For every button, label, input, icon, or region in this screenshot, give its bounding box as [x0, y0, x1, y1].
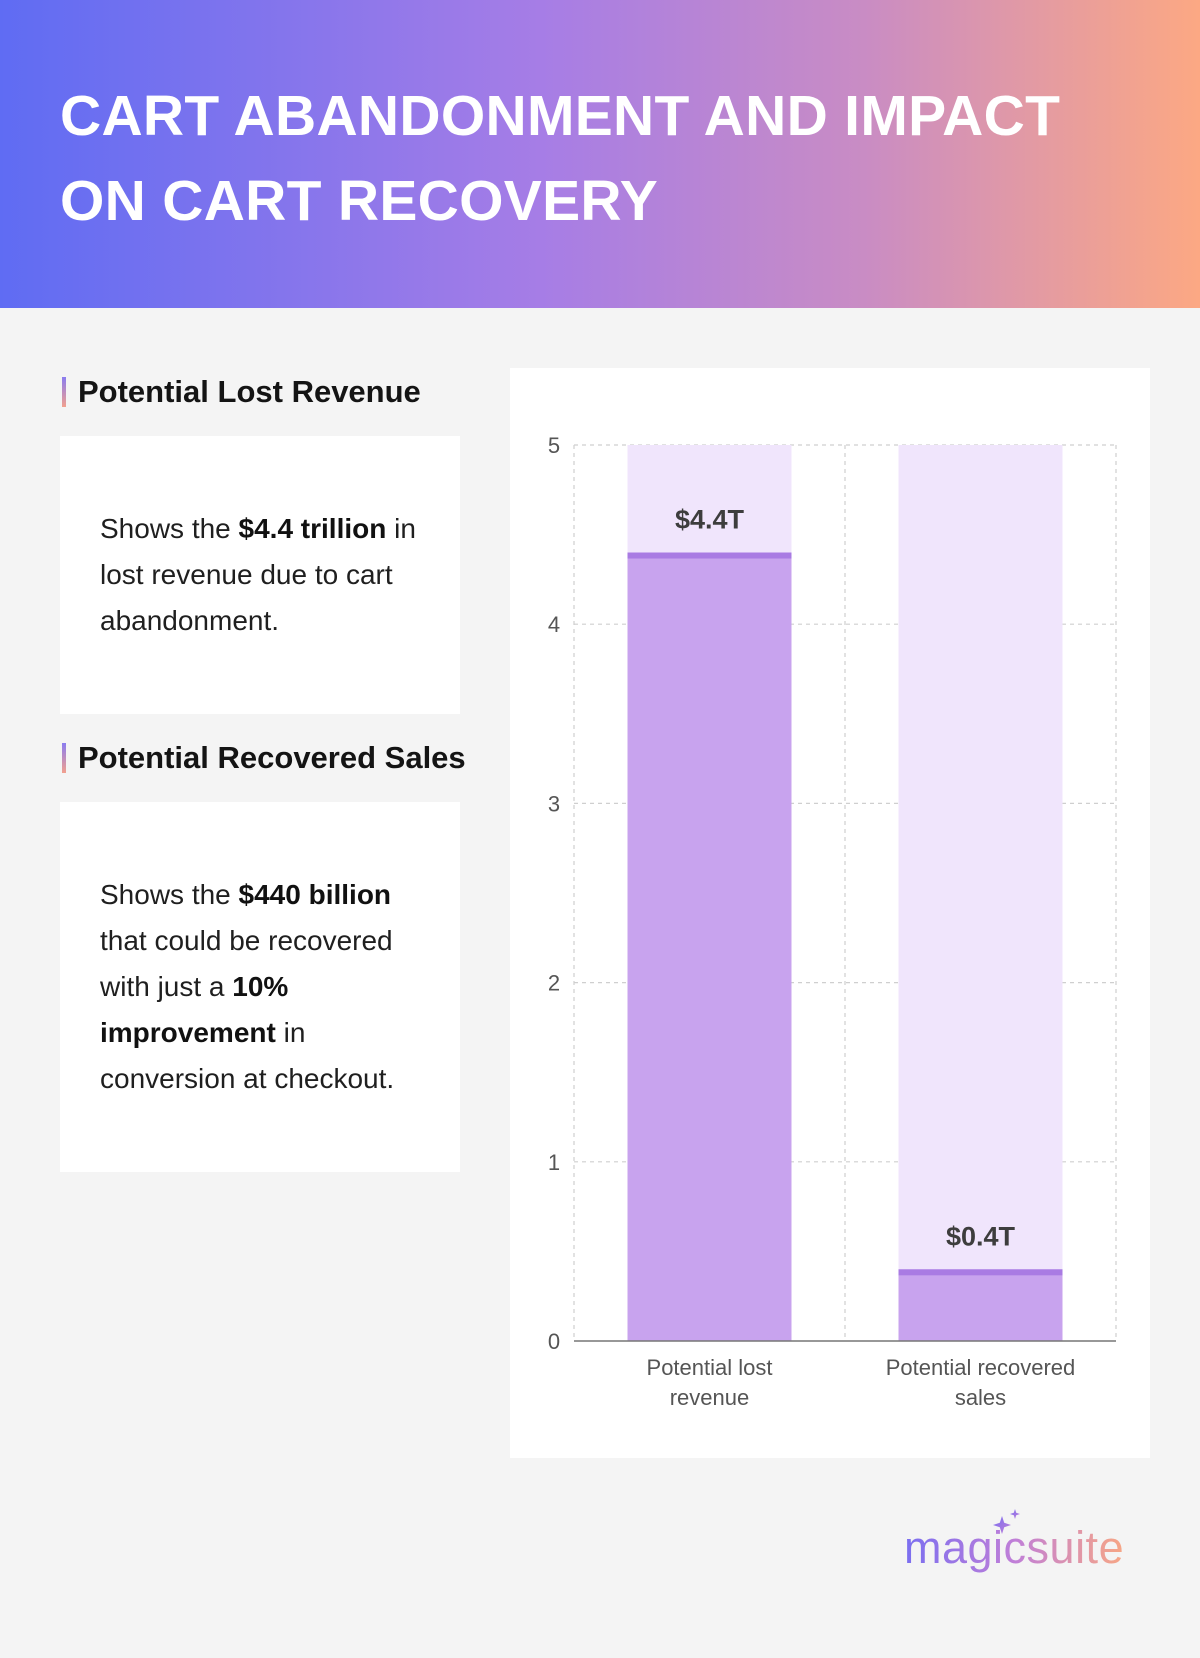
description-text: in lost revenue due to cart abandonment. [100, 513, 416, 636]
description-highlight: $440 billion [238, 879, 392, 910]
description-highlight: $4.4 trillion [238, 513, 387, 544]
section-heading-label: Potential Lost Revenue [78, 374, 421, 409]
recovered-sales-card: Shows the $440 billion that could be rec… [60, 802, 460, 1172]
bar-top-cap [627, 552, 792, 559]
bar-track [898, 445, 1063, 1341]
recovered-sales-description: Shows the $440 billion that could be rec… [100, 872, 430, 1102]
sparkle-icon [993, 1509, 1020, 1534]
section-heading-label: Potential Recovered Sales [78, 740, 466, 775]
section-heading-recovered-sales: Potential Recovered Sales [62, 741, 466, 775]
chart-panel: 0 1 2 3 4 5 $4.4T Potential lost revenue $0.4T Pot… [510, 368, 1150, 1458]
data-label: $4.4T [675, 505, 745, 535]
section-heading-lost-revenue: Potential Lost Revenue [62, 375, 421, 409]
heading-accent-bar [62, 743, 66, 773]
y-tick-label: 5 [548, 433, 560, 458]
description-highlight: 10% improvement [100, 971, 289, 1048]
lost-revenue-description: Shows the $4.4 trillion in lost revenue … [100, 506, 430, 644]
bar-top-cap [898, 1269, 1063, 1276]
x-tick-label: Potential lost revenue [647, 1355, 773, 1410]
y-tick-label: 4 [548, 612, 560, 637]
y-tick-label: 0 [548, 1329, 560, 1354]
x-tick-label: Potential recovered sales [886, 1355, 1076, 1410]
heading-accent-bar [62, 377, 66, 407]
data-label: $0.4T [946, 1221, 1016, 1251]
logo-wordmark: magicsuite [904, 1522, 1125, 1573]
header-banner: CART ABANDONMENT AND IMPACT ON CART RECO… [0, 0, 1200, 308]
bar [898, 1269, 1063, 1341]
page-title: CART ABANDONMENT AND IMPACT ON CART RECO… [60, 84, 1061, 233]
description-text: that could be recovered with just a [100, 925, 393, 1002]
magicsuite-logo: magicsuite [900, 1509, 1140, 1596]
description-text: Shows the [100, 513, 239, 544]
description-text: in conversion at checkout. [100, 1017, 395, 1094]
y-tick-label: 2 [548, 971, 560, 996]
description-text: Shows the [100, 879, 239, 910]
bar-chart: 0 1 2 3 4 5 $4.4T Potential lost revenue $0.4T Pot… [548, 433, 1117, 1410]
lost-revenue-card: Shows the $4.4 trillion in lost revenue … [60, 436, 460, 714]
y-tick-label: 3 [548, 791, 560, 816]
bar [627, 552, 792, 1341]
y-tick-label: 1 [548, 1150, 560, 1175]
